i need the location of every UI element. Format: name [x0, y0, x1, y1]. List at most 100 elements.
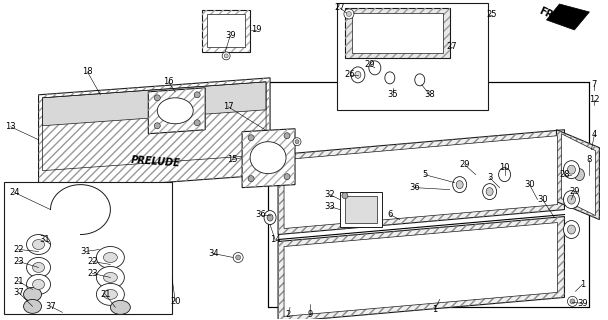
Ellipse shape [33, 279, 44, 289]
Ellipse shape [564, 161, 579, 179]
Ellipse shape [415, 74, 425, 86]
Polygon shape [284, 136, 558, 228]
Text: 31: 31 [39, 235, 50, 244]
Ellipse shape [27, 235, 50, 254]
Ellipse shape [453, 177, 467, 193]
Polygon shape [207, 14, 245, 47]
Ellipse shape [355, 71, 361, 78]
Text: 18: 18 [82, 67, 93, 76]
Polygon shape [278, 130, 564, 235]
Text: 38: 38 [424, 90, 435, 99]
Text: 6: 6 [387, 210, 393, 219]
Bar [340, 192, 382, 227]
Text: 39: 39 [225, 31, 235, 40]
Ellipse shape [27, 275, 50, 294]
Polygon shape [148, 88, 206, 134]
Text: 10: 10 [499, 163, 510, 172]
Ellipse shape [264, 211, 276, 225]
Ellipse shape [97, 267, 125, 288]
Polygon shape [556, 130, 599, 220]
Polygon shape [4, 182, 172, 314]
Ellipse shape [97, 246, 125, 268]
Text: 36: 36 [409, 183, 420, 192]
Ellipse shape [103, 252, 117, 262]
Ellipse shape [154, 95, 161, 101]
Ellipse shape [248, 176, 254, 182]
Text: 7: 7 [592, 80, 597, 89]
Text: 31: 31 [80, 247, 91, 256]
Text: 17: 17 [223, 102, 233, 111]
Bar [345, 196, 377, 222]
Text: 1: 1 [432, 305, 437, 314]
Polygon shape [38, 78, 270, 192]
Text: 26: 26 [345, 70, 355, 79]
Ellipse shape [194, 120, 200, 126]
Text: 37: 37 [45, 302, 56, 311]
Ellipse shape [248, 135, 254, 141]
Ellipse shape [456, 180, 463, 188]
Ellipse shape [224, 54, 228, 58]
Text: 34: 34 [208, 249, 218, 258]
Text: 25: 25 [486, 11, 497, 20]
Text: 29: 29 [365, 60, 375, 69]
Text: 21: 21 [13, 277, 24, 286]
Text: 13: 13 [5, 122, 16, 131]
Ellipse shape [483, 184, 497, 200]
Text: 3: 3 [487, 173, 492, 182]
Text: 22: 22 [87, 257, 98, 266]
Text: 23: 23 [13, 257, 24, 266]
Text: 30: 30 [524, 180, 535, 189]
Polygon shape [278, 217, 564, 320]
Text: 9: 9 [308, 310, 313, 319]
Ellipse shape [157, 98, 193, 124]
Text: 22: 22 [13, 245, 24, 254]
Polygon shape [284, 222, 558, 316]
Text: 5: 5 [422, 170, 427, 179]
Text: 19: 19 [251, 25, 261, 35]
Text: 16: 16 [163, 77, 174, 86]
Ellipse shape [33, 239, 44, 250]
Polygon shape [547, 4, 589, 30]
Polygon shape [352, 13, 443, 53]
Ellipse shape [499, 168, 511, 182]
Text: 36: 36 [256, 210, 266, 219]
Ellipse shape [24, 287, 41, 301]
Ellipse shape [97, 284, 125, 305]
Ellipse shape [250, 142, 286, 174]
Ellipse shape [369, 61, 381, 75]
Ellipse shape [236, 255, 241, 260]
Polygon shape [345, 8, 450, 58]
Text: 29: 29 [460, 160, 470, 169]
Text: 27: 27 [446, 43, 457, 52]
Text: 28: 28 [559, 170, 570, 179]
Ellipse shape [347, 12, 351, 16]
Text: 12: 12 [589, 95, 599, 104]
Ellipse shape [385, 72, 395, 84]
Ellipse shape [267, 214, 273, 221]
Text: 1: 1 [580, 280, 585, 289]
Text: 4: 4 [592, 130, 597, 139]
Ellipse shape [284, 133, 290, 139]
Text: 24: 24 [9, 188, 20, 197]
Ellipse shape [33, 262, 44, 272]
Polygon shape [242, 129, 295, 188]
Text: 39: 39 [577, 299, 588, 308]
Ellipse shape [567, 296, 578, 306]
Text: 32: 32 [325, 190, 335, 199]
Ellipse shape [567, 225, 575, 234]
Ellipse shape [103, 272, 117, 283]
Text: 35: 35 [387, 90, 398, 99]
Ellipse shape [111, 300, 130, 314]
Ellipse shape [564, 220, 579, 238]
Ellipse shape [567, 165, 575, 174]
Ellipse shape [342, 193, 348, 199]
Ellipse shape [564, 191, 579, 209]
Ellipse shape [233, 252, 243, 262]
Polygon shape [43, 82, 266, 126]
Ellipse shape [344, 9, 354, 19]
Ellipse shape [24, 300, 41, 313]
Text: 14: 14 [270, 235, 280, 244]
Ellipse shape [222, 52, 230, 60]
Ellipse shape [194, 92, 200, 98]
Text: 23: 23 [87, 269, 98, 278]
